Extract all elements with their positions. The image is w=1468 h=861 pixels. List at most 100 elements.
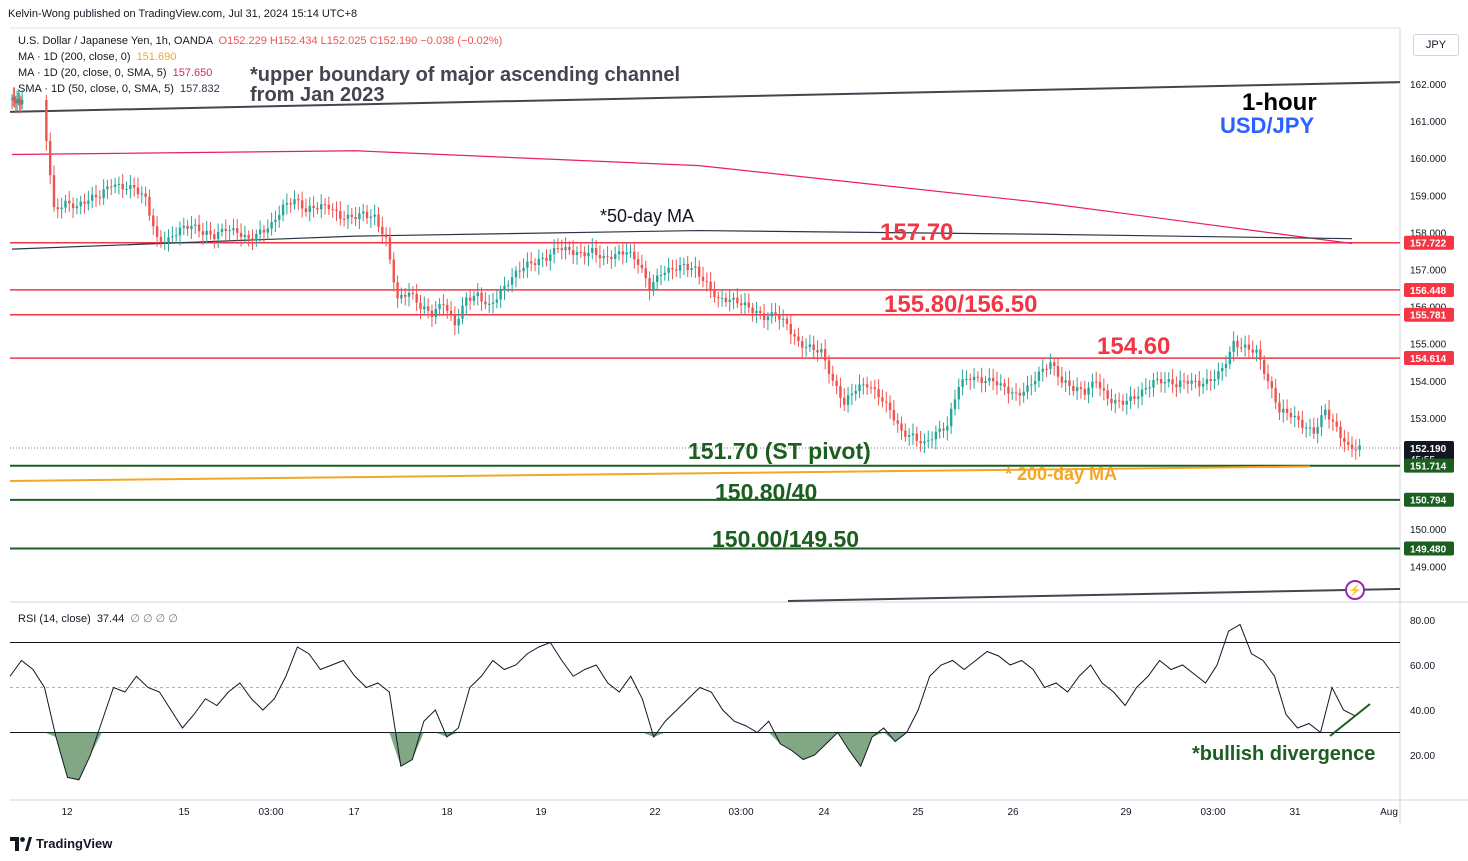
price-tag-value: 157.722: [1410, 239, 1447, 250]
rsi-panel: [9, 623, 1400, 781]
candle-body: [560, 248, 563, 251]
candle-body: [1228, 351, 1232, 364]
candle-body: [919, 440, 922, 444]
candle-body: [1026, 385, 1029, 392]
candle-body: [442, 304, 445, 306]
candle-body: [297, 199, 300, 201]
candle-body: [961, 379, 964, 387]
candle-body: [182, 225, 185, 228]
candle-body: [911, 433, 915, 436]
candle-body: [694, 266, 697, 269]
candle-body: [843, 397, 846, 405]
candle-body: [888, 402, 892, 411]
price-tag-value: 152.190: [1410, 444, 1447, 455]
alert-icon[interactable]: ⚡: [1345, 580, 1365, 600]
candle-body: [457, 318, 460, 326]
candle-body: [1209, 379, 1212, 382]
candle-body: [251, 238, 254, 241]
candle-body: [1049, 362, 1052, 369]
candle-body: [1247, 344, 1251, 350]
ma20-line: [11, 150, 1353, 245]
candle-body: [1236, 340, 1239, 348]
candle-body: [56, 207, 60, 210]
candle-body: [45, 100, 48, 142]
candle-body: [278, 215, 281, 220]
legend-symbol: U.S. Dollar / Japanese Yen, 1h, OANDA: [18, 35, 213, 47]
currency-button[interactable]: JPY: [1413, 34, 1459, 56]
candle-body: [362, 211, 365, 214]
candle-body: [152, 215, 155, 227]
legend-rsi-value: 37.44: [96, 613, 125, 625]
legend-ohlc: O152.229 H152.434 L152.025 C152.190 −0.0…: [218, 35, 503, 47]
candle-body: [1167, 379, 1170, 382]
candle-body: [335, 209, 338, 212]
tradingview-brand: TradingView: [36, 836, 113, 851]
candle-body: [171, 236, 174, 238]
candle-body: [1068, 380, 1071, 386]
level-150-00-label: 150.00/149.50: [712, 526, 860, 552]
candle-body: [60, 207, 63, 210]
candle-body: [1064, 380, 1067, 383]
candle-body: [801, 341, 804, 348]
candle-body: [518, 270, 521, 272]
candle-body: [988, 377, 991, 382]
candle-body: [644, 268, 647, 279]
candle-body: [720, 297, 724, 299]
candle-body: [1278, 402, 1281, 413]
candle-body: [434, 308, 437, 317]
legend-ma20-row[interactable]: MA · 1D (20, close, 0, SMA, 5) 157.650: [18, 66, 212, 80]
candle-body: [1285, 408, 1289, 413]
legend-ma200-row[interactable]: MA · 1D (200, close, 0) 151.690: [18, 50, 176, 64]
x-tick-label: 22: [649, 807, 661, 818]
tradingview-logo[interactable]: TradingView: [10, 836, 112, 851]
candle-body: [197, 224, 201, 232]
ma50-note: *50-day MA: [600, 206, 695, 226]
candle-body: [1327, 409, 1331, 420]
candle-body: [465, 297, 468, 306]
price-tag: [1404, 541, 1454, 556]
candle-body: [381, 226, 384, 235]
candle-body: [316, 207, 319, 210]
candle-body: [850, 393, 854, 396]
candle-body: [461, 305, 464, 319]
candle-body: [262, 229, 266, 233]
legend-sma50-row[interactable]: SMA · 1D (50, close, 0, SMA, 5) 157.832: [18, 82, 220, 96]
candle-body: [552, 248, 556, 255]
candle-body: [1087, 387, 1090, 395]
candle-body: [1098, 382, 1102, 389]
divergence-line: [1329, 703, 1371, 737]
candle-body: [430, 310, 434, 317]
candle-body: [167, 237, 170, 242]
y-tick-label: 153.000: [1410, 414, 1447, 425]
price-tag: [1404, 235, 1454, 250]
candle-body: [934, 431, 938, 440]
x-tick-label: 12: [61, 807, 73, 818]
candle-body: [823, 349, 827, 361]
candle-body: [587, 252, 590, 257]
horizontal-levels: [9, 81, 1401, 602]
candle-body: [728, 299, 731, 302]
candle-body: [1316, 426, 1319, 434]
candle-body: [373, 214, 376, 217]
x-tick-label: 26: [1007, 807, 1019, 818]
candle-body: [1232, 340, 1235, 352]
candle-body: [1011, 392, 1014, 394]
candle-body: [594, 247, 598, 256]
candle-body: [10, 98, 14, 100]
candle-body: [510, 277, 514, 285]
publisher-line: Kelvin-Wong published on TradingView.com…: [8, 8, 358, 20]
moving-averages: [9, 150, 1353, 482]
candle-body: [293, 199, 296, 205]
legend-rsi-row[interactable]: RSI (14, close) 37.44 ∅ ∅ ∅ ∅: [18, 612, 178, 626]
y-tick-label: 159.000: [1410, 191, 1447, 202]
candle-body: [1243, 344, 1247, 348]
candle-body: [1301, 419, 1304, 428]
candle-body: [1194, 380, 1197, 382]
candle-body: [1129, 396, 1132, 401]
candle-body: [820, 349, 823, 353]
candle-body: [407, 292, 411, 297]
candle-body: [549, 254, 552, 261]
candle-body: [1060, 376, 1064, 383]
candle-body: [438, 304, 441, 309]
